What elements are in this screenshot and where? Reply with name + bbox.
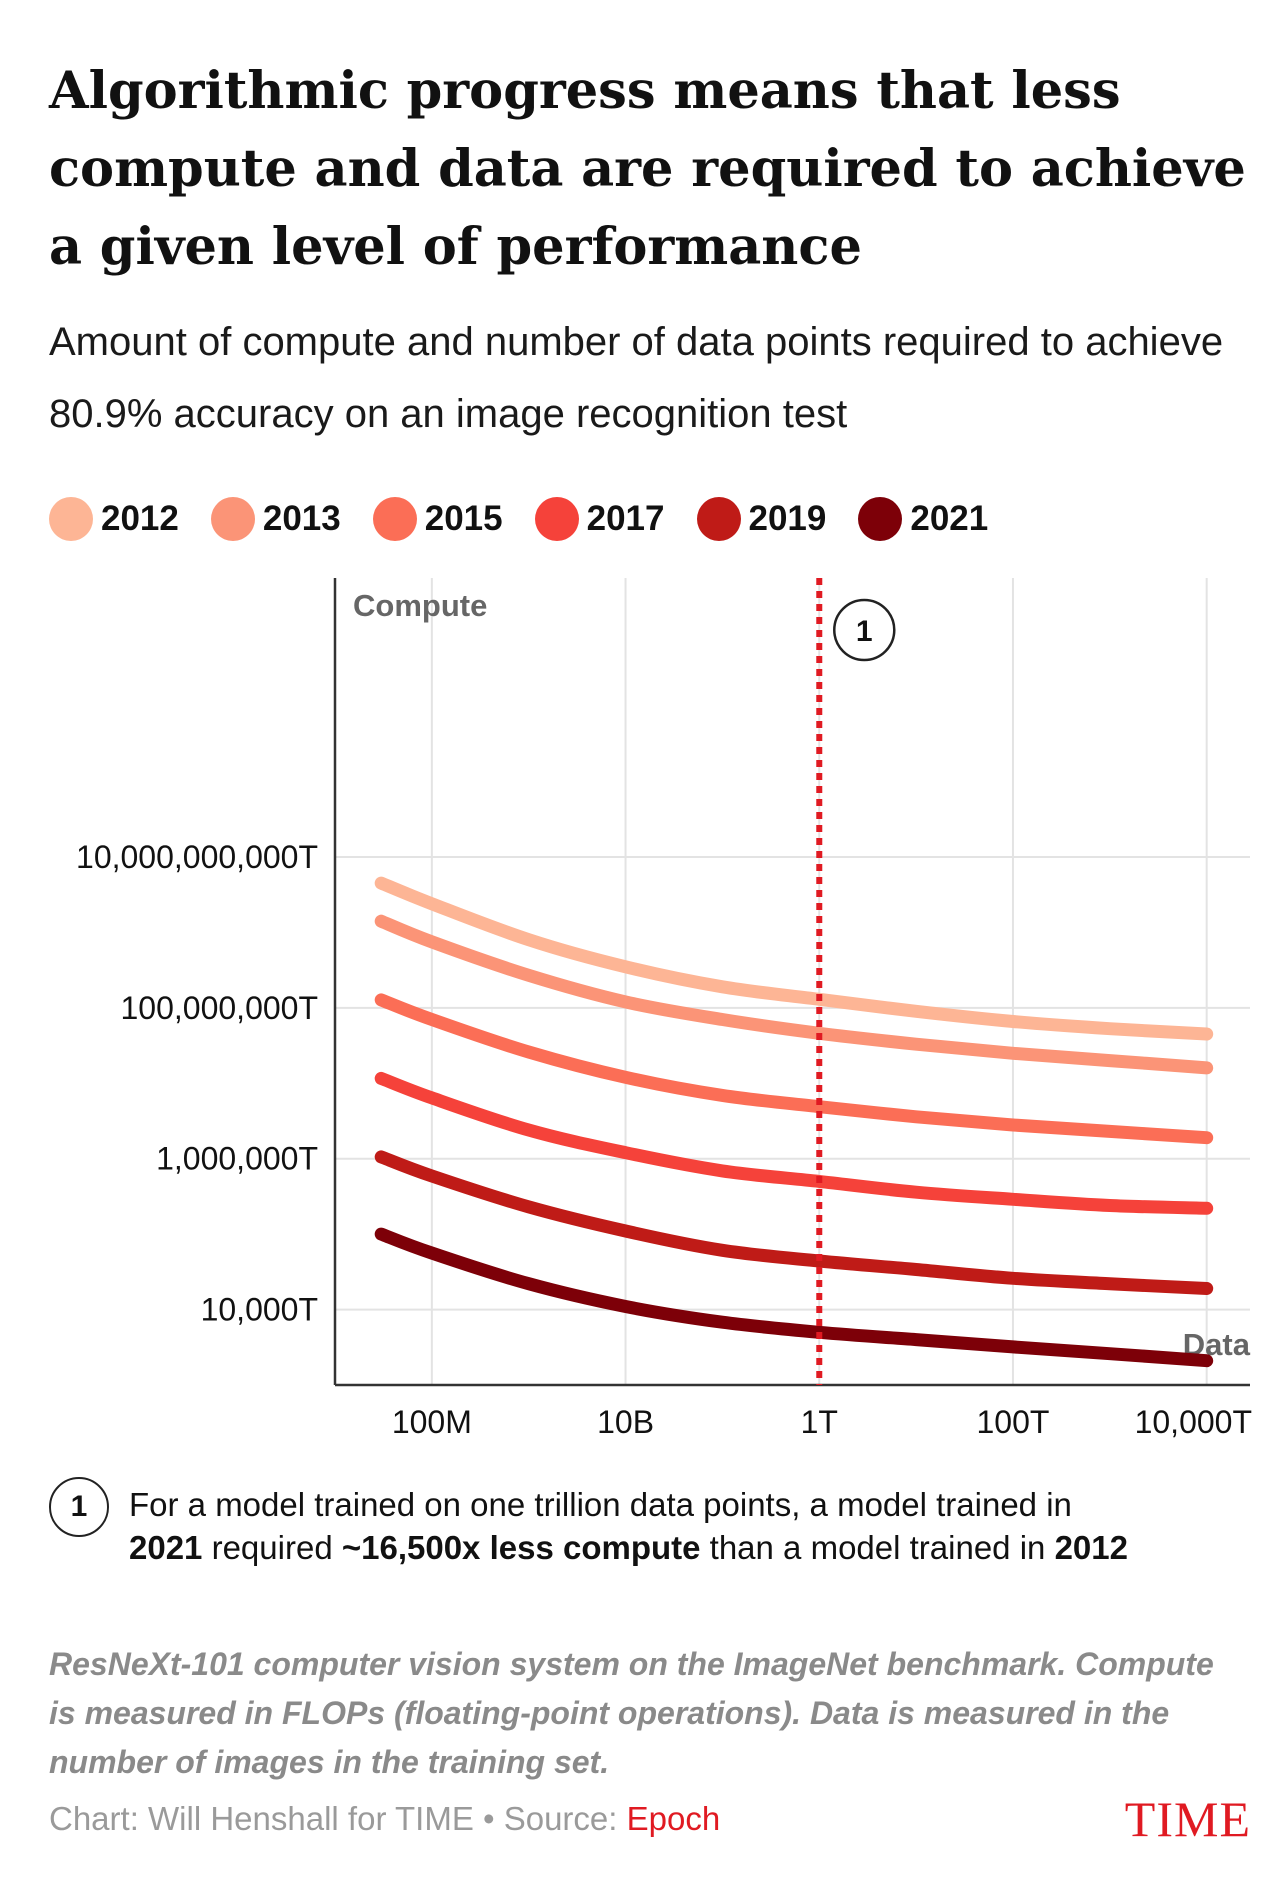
legend-item-2012: 2012 bbox=[49, 497, 179, 541]
legend-label: 2015 bbox=[424, 499, 503, 538]
annotation-text: For a model trained on one trillion data… bbox=[129, 1483, 1128, 1569]
y-tick-label-1: 1,000,000T bbox=[156, 1141, 318, 1177]
legend-swatch bbox=[696, 497, 741, 541]
time-logo: TIME bbox=[1124, 1791, 1251, 1847]
legend-item-2013: 2013 bbox=[210, 497, 341, 541]
methodology-footnote: ResNeXt-101 computer vision system on th… bbox=[49, 1646, 1214, 1780]
annotation-marker-circle bbox=[833, 598, 896, 662]
y-tick-label-0: 10,000T bbox=[201, 1292, 318, 1328]
x-tick-label-4: 10,000T bbox=[1135, 1404, 1252, 1440]
legend-swatch bbox=[210, 497, 255, 541]
chart-credit: Chart: Will Henshall for TIME • Source: … bbox=[49, 1800, 720, 1838]
annotation-note: 1 For a model trained on one trillion da… bbox=[49, 1477, 1249, 1569]
chart-title: Algorithmic progress means that less com… bbox=[49, 61, 1246, 277]
note-year-2021: 2021 bbox=[129, 1529, 203, 1566]
legend: 2012 2013 2015 2017 2019 2021 bbox=[49, 494, 1020, 544]
x-tick-label-0: 100M bbox=[392, 1404, 472, 1440]
note-line1: For a model trained on one trillion data… bbox=[129, 1486, 1072, 1523]
legend-swatch bbox=[858, 497, 903, 541]
note-year-2012: 2012 bbox=[1054, 1529, 1128, 1566]
series-line-2017 bbox=[374, 1071, 1214, 1215]
legend-swatch bbox=[534, 497, 579, 541]
legend-item-2015: 2015 bbox=[372, 497, 503, 541]
x-tick-label-1: 10B bbox=[597, 1404, 654, 1440]
legend-swatch bbox=[372, 497, 417, 541]
chart-subtitle: Amount of compute and number of data poi… bbox=[49, 320, 1224, 436]
legend-label: 2019 bbox=[748, 499, 827, 538]
series-line-2021 bbox=[374, 1227, 1214, 1368]
legend-label: 2017 bbox=[586, 499, 665, 538]
annotation-number-badge: 1 bbox=[49, 1477, 109, 1537]
series-line-2013 bbox=[374, 914, 1214, 1075]
legend-label: 2012 bbox=[101, 499, 179, 538]
legend-item-2019: 2019 bbox=[696, 497, 827, 541]
series-line-2015 bbox=[374, 993, 1214, 1145]
legend-label: 2013 bbox=[262, 499, 341, 538]
series-line-2012 bbox=[374, 876, 1214, 1041]
legend-item-2017: 2017 bbox=[534, 497, 665, 541]
y-tick-label-3: 10,000,000,000T bbox=[76, 839, 318, 875]
x-tick-label-2: 1T bbox=[801, 1404, 838, 1440]
y-axis-title: Compute bbox=[353, 588, 487, 623]
note-mid2: than a model trained in bbox=[709, 1529, 1046, 1566]
series-line-2019 bbox=[374, 1150, 1214, 1295]
legend-swatch bbox=[49, 497, 93, 541]
note-highlight: ~16,500x less compute bbox=[341, 1529, 701, 1566]
credit-text: Chart: Will Henshall for TIME • Source: bbox=[49, 1800, 627, 1837]
source-link[interactable]: Epoch bbox=[626, 1800, 721, 1837]
annotation-marker-label: 1 bbox=[856, 615, 873, 648]
line-chart: 10,000T 1,000,000T 100,000,000T 10,000,000,… bbox=[76, 578, 1252, 1440]
legend-item-2021: 2021 bbox=[858, 497, 988, 541]
note-mid1: required bbox=[211, 1529, 333, 1566]
y-tick-label-2: 100,000,000T bbox=[121, 990, 319, 1026]
legend-label: 2021 bbox=[910, 499, 989, 538]
x-tick-label-3: 100T bbox=[977, 1404, 1050, 1440]
